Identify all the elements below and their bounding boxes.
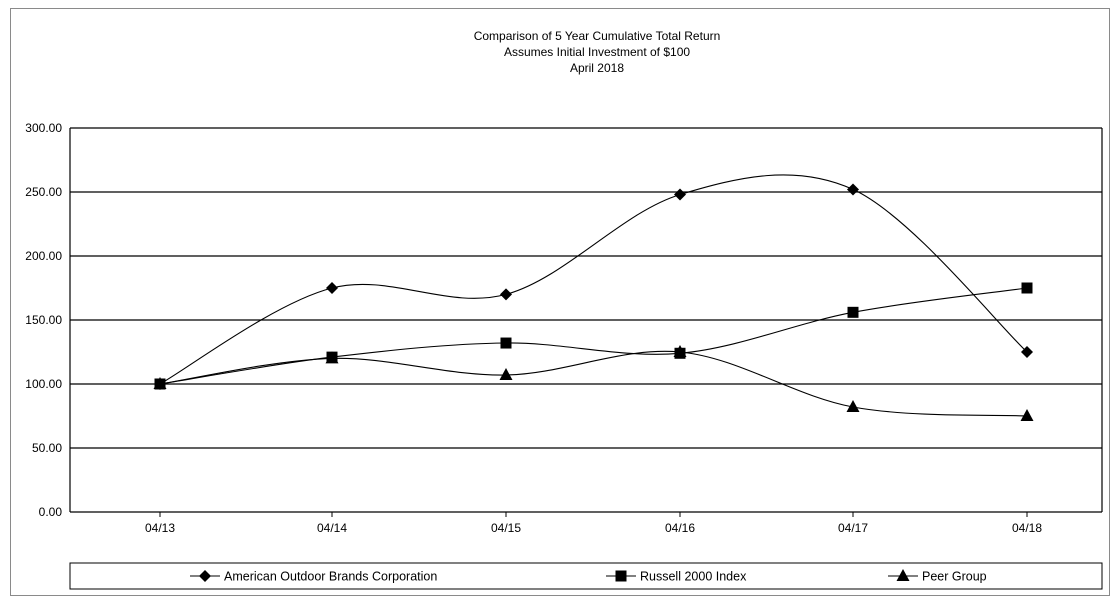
y-tick-label: 300.00 [25,121,62,135]
x-tick-label: 04/17 [838,521,868,535]
chart-title-line-2: Assumes Initial Investment of $100 [504,45,690,59]
legend: American Outdoor Brands Corporation Russe… [69,562,1103,590]
legend-label-peer-group: Peer Group [922,570,987,584]
y-tick-label: 50.00 [32,441,62,455]
chart-title-line-1: Comparison of 5 Year Cumulative Total Re… [474,29,721,43]
y-tick-label: 100.00 [25,377,62,391]
legend-label-russell-2000-index: Russell 2000 Index [640,570,747,584]
data-point-american-outdoor-brands-corporation [326,282,338,294]
data-point-peer-group [499,368,513,381]
x-axis-tick-labels: 04/13 04/14 04/15 04/16 04/17 04/18 [145,521,1042,535]
data-point-russell-2000-index [847,306,859,318]
data-point-american-outdoor-brands-corporation [1021,346,1033,358]
y-tick-label: 200.00 [25,249,62,263]
series-line-peer-group [159,350,1028,417]
chart-title: Comparison of 5 Year Cumulative Total Re… [474,29,721,75]
chart-frame [10,8,1110,596]
y-tick-label: 0.00 [39,505,63,519]
series-lines [159,174,1028,417]
legend-label-american-outdoor-brands-corporation: American Outdoor Brands Corporation [224,570,437,584]
axes [69,128,1103,517]
x-tick-label: 04/14 [317,521,347,535]
data-point-peer-group [153,377,167,389]
gridlines [70,127,1102,513]
data-point-peer-group [325,351,339,364]
x-tick-label: 04/13 [145,521,175,535]
data-point-peer-group [673,345,687,357]
legend-marker-american-outdoor-brands-corporation [199,570,211,582]
data-point-peer-group [1020,409,1034,421]
chart-title-line-3: April 2018 [570,61,624,75]
x-tick-label: 04/15 [491,521,521,535]
legend-marker-russell-2000-index [615,570,627,582]
legend-marker-peer-group [896,569,910,581]
series-line-russell-2000-index [159,287,1028,385]
y-axis-tick-labels: 0.00 50.00 100.00 150.00 200.00 250.00 300.00 [25,121,62,519]
series-markers [153,183,1034,421]
data-point-american-outdoor-brands-corporation [674,188,686,201]
series-line-american-outdoor-brands-corporation [159,174,1028,385]
y-tick-label: 150.00 [25,313,62,327]
data-point-russell-2000-index [500,337,512,349]
data-point-american-outdoor-brands-corporation [500,288,512,301]
data-point-peer-group [846,400,860,413]
y-tick-label: 250.00 [25,185,62,199]
data-point-american-outdoor-brands-corporation [847,183,859,196]
x-tick-label: 04/18 [1012,521,1042,535]
legend-box [69,562,1103,590]
x-tick-label: 04/16 [665,521,695,535]
data-point-russell-2000-index [1021,282,1033,294]
